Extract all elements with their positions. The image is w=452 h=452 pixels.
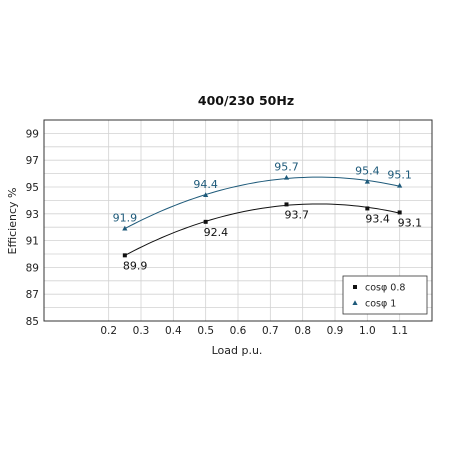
series-lines [124,176,400,256]
plot-frame [43,119,433,322]
y-tick-label: 91 [26,236,39,248]
data-point [365,206,370,211]
series-line-2 [124,176,400,230]
data-label: 95.7 [274,161,299,174]
axis-ticks: 0.2 0.3 0.4 0.5 0.6 0.7 0.8 0.9 1.0 1.1 85 87 89 91 93… [26,128,408,337]
x-tick-label: 0.9 [327,325,344,337]
x-axis-label: Load p.u. [212,344,263,357]
data-point [364,178,370,184]
data-label: 93.7 [285,208,310,221]
x-tick-label: 1.1 [391,325,408,337]
legend: cosφ 0.8 cosφ 1 [342,275,428,315]
legend-label: cosφ 1 [365,299,396,310]
y-tick-label: 93 [26,209,39,221]
legend-box [342,275,428,315]
y-tick-label: 85 [26,316,39,328]
series-markers [122,174,403,258]
data-label: 95.4 [355,165,380,178]
data-point [122,253,127,258]
x-tick-label: 0.7 [262,325,279,337]
chart-title: 400/230 50Hz [198,93,294,108]
data-point [283,174,290,180]
data-label: 91.9 [113,212,138,225]
data-point [203,192,209,198]
y-tick-label: 89 [26,262,39,274]
data-point [203,219,208,224]
data-label: 92.4 [204,226,229,239]
x-tick-label: 0.8 [294,325,311,337]
x-tick-label: 0.6 [230,325,247,337]
data-point [397,210,402,215]
data-point [397,182,403,188]
x-tick-label: 0.2 [100,325,117,337]
legend-marker [352,300,358,305]
grid [44,120,432,321]
data-label: 93.4 [365,212,390,225]
data-label: 93.1 [398,216,423,229]
data-label: 95.1 [387,169,412,182]
data-label: 89.9 [123,259,148,272]
series-line-1 [124,203,400,256]
legend-marker [353,285,357,289]
data-point [284,202,289,207]
y-axis-label: Efficiency % [6,188,19,255]
x-tick-label: 1.0 [359,325,376,337]
data-point [122,225,128,231]
x-tick-label: 0.4 [165,325,182,337]
y-tick-label: 95 [26,182,39,194]
legend-label: cosφ 0.8 [365,283,405,294]
y-tick-label: 99 [26,128,39,140]
data-labels: 89.9 92.4 93.7 93.4 93.1 91.9 94.4 95.7 95.4 95.1 [113,161,423,273]
data-label: 94.4 [193,178,218,191]
y-tick-label: 87 [26,289,39,301]
x-tick-label: 0.3 [133,325,150,337]
x-tick-label: 0.5 [197,325,214,337]
y-tick-label: 97 [26,155,39,167]
